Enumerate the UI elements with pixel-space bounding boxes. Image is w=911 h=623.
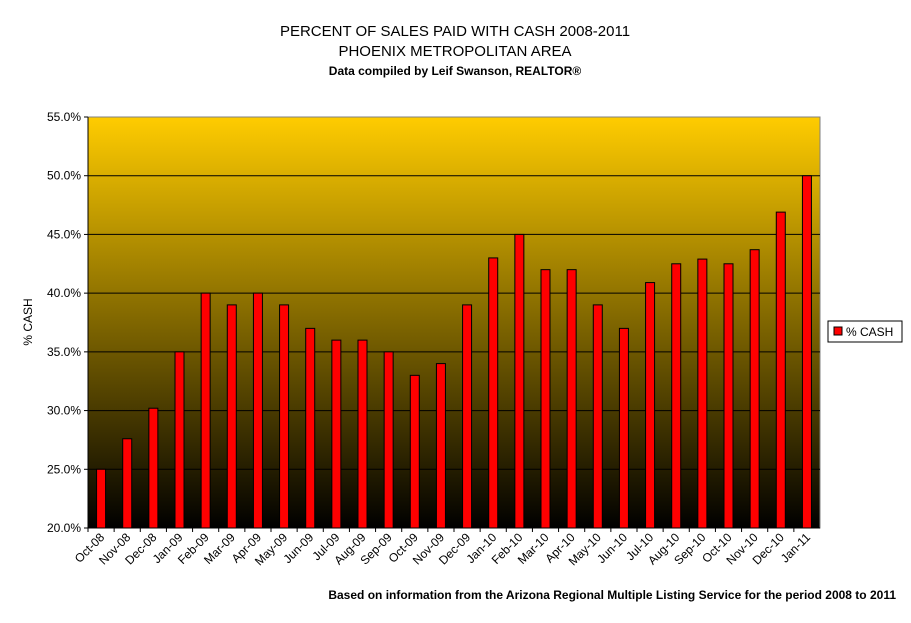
bar-nov-09 xyxy=(435,363,446,529)
y-tick-label: 55.0% xyxy=(47,110,81,124)
bar-oct-10 xyxy=(723,263,734,529)
chart-subtitle: Data compiled by Leif Swanson, REALTOR® xyxy=(329,64,582,78)
x-tick-label: Jun-10 xyxy=(594,530,630,566)
bar-jul-09 xyxy=(331,339,342,529)
bar-apr-09 xyxy=(252,292,263,529)
bar-dec-09 xyxy=(462,304,473,529)
y-axis-ticks: 20.0% 25.0% 30.0% 35.0% 40.0% 45.0% 50.0% 55.0% xyxy=(47,110,88,535)
x-tick-label: Jun-09 xyxy=(280,530,316,566)
bar-aug-09 xyxy=(357,339,368,529)
chart-title-line-1: PERCENT OF SALES PAID WITH CASH 2008-201… xyxy=(280,23,630,40)
bar-jun-10 xyxy=(618,327,629,529)
x-axis-ticks: Oct-08Nov-08Dec-08Jan-09Feb-09Mar-09Apr-… xyxy=(72,528,813,568)
bar-nov-08 xyxy=(122,438,133,529)
bar-jan-10 xyxy=(488,257,499,529)
y-tick-label: 40.0% xyxy=(47,286,81,300)
legend: % CASH xyxy=(827,320,903,343)
bar-jan-09 xyxy=(174,351,185,529)
legend-label: % CASH xyxy=(846,325,893,339)
bar-sep-09 xyxy=(383,351,394,529)
legend-swatch xyxy=(833,326,843,336)
y-tick-label: 30.0% xyxy=(47,404,81,418)
y-tick-label: 25.0% xyxy=(47,462,81,476)
plot-area xyxy=(87,116,821,529)
bar-nov-10 xyxy=(749,249,760,529)
y-tick-label: 20.0% xyxy=(47,521,81,535)
bar-apr-10 xyxy=(566,269,577,529)
chart-title-line-2: PHOENIX METROPOLITAN AREA xyxy=(338,43,571,60)
bar-dec-08 xyxy=(148,407,159,529)
bars xyxy=(96,175,812,529)
bar-jan-11 xyxy=(801,175,812,529)
bar-feb-09 xyxy=(200,292,211,529)
bar-may-10 xyxy=(592,304,603,529)
y-tick-label: 35.0% xyxy=(47,345,81,359)
y-tick-label: 50.0% xyxy=(47,169,81,183)
bar-jun-09 xyxy=(305,327,316,529)
bar-may-09 xyxy=(279,304,290,529)
x-tick-label: Jan-11 xyxy=(778,530,813,565)
bar-jul-10 xyxy=(645,282,656,529)
bar-mar-10 xyxy=(540,269,551,529)
bar-mar-09 xyxy=(226,304,237,529)
legend-box xyxy=(827,320,903,343)
bar-aug-10 xyxy=(671,263,682,529)
y-tick-label: 45.0% xyxy=(47,227,81,241)
footnote: Based on information from the Arizona Re… xyxy=(328,588,896,602)
bar-feb-10 xyxy=(514,233,525,529)
bar-sep-10 xyxy=(697,258,708,529)
y-axis-title: % CASH xyxy=(21,298,35,345)
bar-dec-10 xyxy=(775,211,786,529)
bar-oct-09 xyxy=(409,374,420,529)
bar-oct-08 xyxy=(96,468,107,529)
